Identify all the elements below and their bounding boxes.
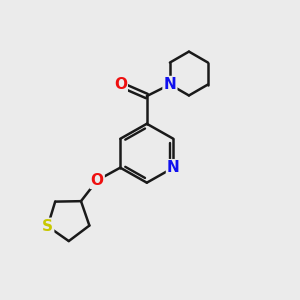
Text: O: O bbox=[91, 173, 104, 188]
Text: N: N bbox=[167, 160, 180, 175]
Text: N: N bbox=[164, 77, 176, 92]
Text: S: S bbox=[42, 219, 53, 234]
Text: O: O bbox=[114, 77, 127, 92]
